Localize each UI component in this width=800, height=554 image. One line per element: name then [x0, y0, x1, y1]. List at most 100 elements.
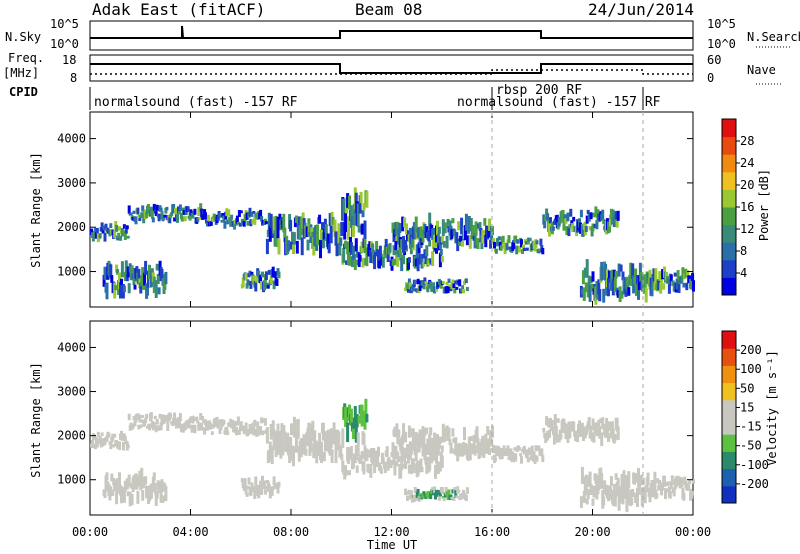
- velocity-echo-8-72: [611, 428, 615, 442]
- power-echo-5-53: [392, 245, 396, 256]
- power-echo-6-26: [416, 228, 420, 238]
- power-echo-6-29: [419, 226, 423, 239]
- velocity-echo-6-70: [459, 444, 463, 450]
- velocity-echo-9-45: [146, 485, 149, 493]
- velocity-echo-2-15: [217, 419, 221, 426]
- power-echo-13-3: [658, 271, 662, 281]
- velocity-echo-6-75: [464, 442, 467, 450]
- power-echo-8-6: [548, 223, 551, 237]
- velocity-echo-1-52: [177, 420, 181, 429]
- velocity-echo-5-9: [349, 446, 353, 457]
- velocity-echo-2-59: [260, 417, 264, 424]
- velocity-echo-2-49: [250, 426, 254, 431]
- power-echo-8-72: [611, 209, 615, 216]
- power-echo-7-40: [530, 242, 534, 251]
- velocity-echo-13-38: [692, 479, 695, 484]
- velocity-echo-12-49: [627, 471, 631, 489]
- velocity-echo-1-77: [202, 420, 206, 424]
- power-echo-6-46: [436, 220, 439, 236]
- velocity-echo-13-18: [672, 489, 676, 497]
- velocity-echo-2-60: [261, 430, 264, 436]
- velocity-echo-10-0: [240, 478, 244, 483]
- velocity-echo-12-66: [643, 491, 647, 504]
- power-echo-6-54: [443, 228, 447, 234]
- velocity-echo-6-7: [398, 438, 402, 447]
- power-echo-5-49: [388, 243, 392, 253]
- power-echo-9-42: [143, 272, 147, 286]
- velocity-echo-11-6: [409, 490, 413, 497]
- power-echo-7-51: [541, 248, 545, 255]
- power-echo-3-63: [326, 233, 330, 250]
- velocity-echo-12-38: [616, 477, 620, 488]
- power-echo-13-15: [669, 274, 673, 286]
- power-echo-2-25: [227, 209, 231, 217]
- power-echo-12-66: [643, 278, 647, 289]
- velocity-echo-11-50: [452, 496, 456, 501]
- power-echo-8-38: [579, 222, 582, 234]
- power-echo-10-8: [248, 270, 252, 275]
- power-echo-1-7: [134, 216, 138, 225]
- velocity-echo-3-71: [334, 441, 338, 464]
- velocity-echo-12-71: [648, 492, 652, 503]
- power-echo-11-29: [432, 282, 436, 289]
- velocity-echo-1-68: [193, 424, 197, 434]
- velocity-echo-6-11: [402, 423, 406, 439]
- power-echo-3-27: [292, 244, 295, 255]
- power-echo-6-70: [459, 235, 463, 242]
- velocity-echo-2-51: [252, 426, 256, 436]
- velocity-echo-13-8: [663, 475, 666, 487]
- power-echo-11-13: [416, 278, 420, 285]
- power-echo-3-22: [287, 240, 291, 252]
- velocity-echo-3-66: [329, 428, 333, 449]
- power-echo-5-10: [350, 256, 354, 268]
- power-echo-10-6: [246, 279, 250, 286]
- velocity-echo-7-50: [540, 448, 544, 457]
- power-echo-1-13: [140, 212, 144, 218]
- velocity-echo-5-55: [394, 447, 398, 459]
- power-echo-10-20: [260, 281, 264, 290]
- velocity-echo-13-37: [691, 490, 695, 496]
- power-echo-5-23: [363, 238, 367, 254]
- velocity-echo-8-56: [596, 428, 600, 437]
- velocity-echo-2-0: [203, 427, 207, 435]
- power-colorbar-swatch-2: [722, 242, 736, 261]
- power-echo-1-75: [200, 208, 204, 218]
- velocity-echo-12-58: [636, 487, 639, 507]
- power-echo-0-30: [119, 235, 122, 241]
- velocity-colorbar-tick-label-6: -100: [740, 458, 769, 472]
- power-echo-5-87: [425, 245, 429, 257]
- power-echo-8-24: [565, 226, 569, 235]
- power-echo-6-81: [469, 218, 473, 230]
- velocity-echo-10-10: [250, 482, 254, 487]
- power-echo-12-43: [621, 271, 625, 281]
- freq-tick-top: 18: [62, 53, 76, 67]
- cpid-entry-3: normalsound (fast) -157 RF: [457, 95, 661, 110]
- velocity-echo-11-55: [457, 489, 461, 493]
- power-echo-12-51: [629, 262, 633, 281]
- velocity-echo-5-60: [399, 465, 403, 479]
- power-echo-6-67: [456, 238, 460, 252]
- power-echo-1-47: [173, 217, 177, 222]
- velocity-echo-10-9: [249, 486, 253, 497]
- power-echo-9-21: [122, 285, 126, 293]
- velocity-echo-9-52: [152, 472, 156, 481]
- velocity-echo-3-47: [311, 420, 315, 442]
- velocity-echo-8-43: [583, 434, 587, 439]
- velocity-echo-8-2: [544, 433, 548, 443]
- velocity-echo-11-64: [465, 487, 469, 494]
- power-echo-6-47: [436, 233, 440, 243]
- velocity-echo-8-23: [564, 431, 568, 440]
- power-echo-11-44: [446, 286, 450, 294]
- power-echo-12-58: [636, 275, 639, 285]
- velocity-echo-6-62: [451, 428, 455, 437]
- velocity-echo-2-7: [209, 424, 213, 429]
- power-echo-5-3: [344, 240, 348, 248]
- velocity-echo-11-21: [424, 494, 428, 499]
- velocity-echo-0-3: [92, 434, 96, 438]
- power-echo-9-24: [125, 274, 129, 282]
- power-echo-11-51: [453, 288, 457, 294]
- power-echo-1-42: [168, 217, 172, 224]
- velocity-colorbar-title: Velocity [m s⁻¹]: [765, 350, 779, 466]
- power-echo-2-41: [242, 220, 246, 227]
- power-echo-3-3: [268, 225, 272, 242]
